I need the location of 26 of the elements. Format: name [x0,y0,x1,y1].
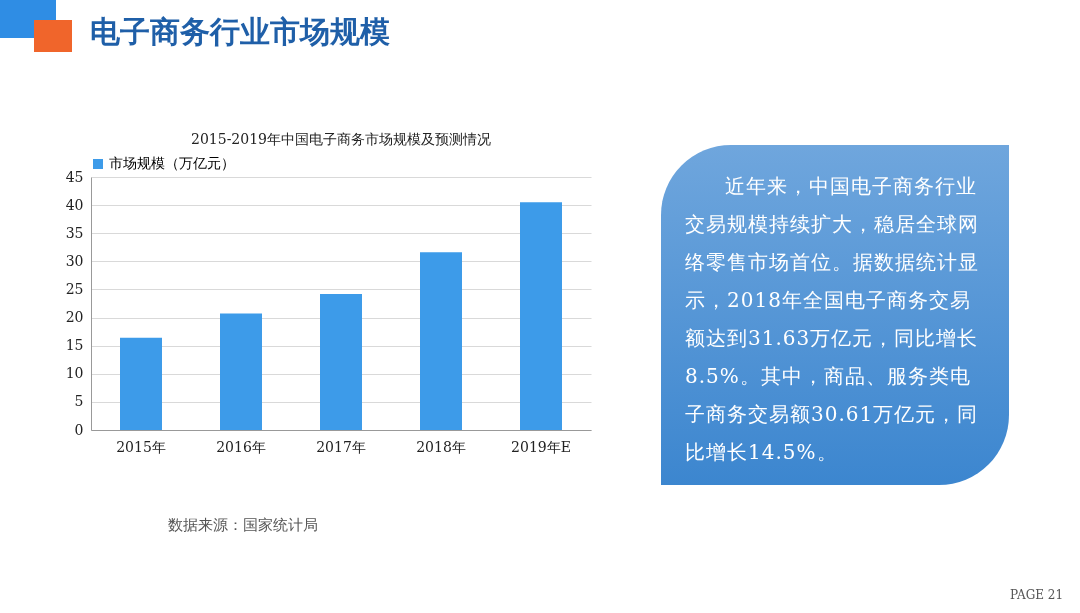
x-tick-label: 2015年 [116,438,166,455]
chart-title: 电子商务行业市场规模 [90,13,390,51]
bar [320,293,362,430]
bar [520,202,562,430]
legend-label: 市场规模（万亿元） [109,155,235,171]
bar [420,252,462,430]
x-tick-label: 2016年 [216,438,266,455]
x-tick-label: 2018年 [416,438,466,455]
y-tick-label: 30 [65,252,84,269]
x-tick-label: 2017年 [316,438,366,455]
bar [220,313,262,430]
y-tick-label: 5 [74,393,84,410]
y-tick-label: 20 [65,309,84,326]
y-tick-label: 15 [65,337,84,354]
text: 近年来，中国电子商务行业交易规模持续扩大，稳居全球网络零售市场首位。据数据统计显示，2018年全国电子商务交易额达到31.63万亿元，同比增长8.5%。其中，商品、服务类电子商务交易额30.61万亿元，同比增长14.5%。 [661,145,1009,485]
chart-subtitle: 2015-2019年中国电子商务市场规模及预测情况 [191,131,491,147]
y-tick-label: 40 [65,196,84,213]
x-tick-label: 2019年E [511,438,571,455]
y-tick-label: 25 [65,280,84,297]
y-tick-label: 35 [65,224,84,241]
y-tick-label: 45 [65,168,84,185]
y-tick-label: 10 [65,365,84,382]
text: PAGE 21 [1010,588,1064,602]
y-tick-label: 0 [74,421,84,438]
bar [120,337,162,430]
source-note: 数据来源：国家统计局 [168,516,318,535]
